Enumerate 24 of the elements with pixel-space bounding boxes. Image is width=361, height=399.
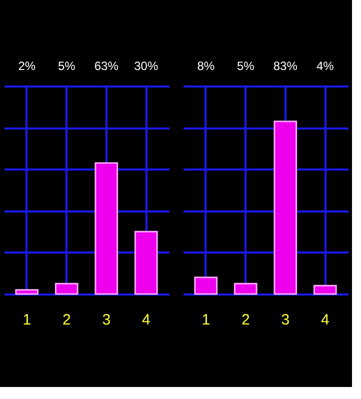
data-label: 5% bbox=[58, 59, 76, 73]
x-tick-label: 2 bbox=[62, 312, 71, 328]
bar bbox=[134, 230, 158, 295]
bar bbox=[234, 282, 258, 295]
data-label: 83% bbox=[273, 59, 298, 73]
bar bbox=[313, 284, 337, 295]
data-label: 30% bbox=[134, 59, 158, 73]
x-tick-label: 4 bbox=[142, 312, 150, 328]
data-label: 4% bbox=[316, 59, 334, 73]
data-label: 2% bbox=[18, 59, 36, 73]
x-tick-label: 2 bbox=[241, 312, 250, 328]
bar bbox=[15, 289, 39, 295]
bar bbox=[94, 162, 118, 295]
x-tick-label: 3 bbox=[102, 312, 111, 328]
x-tick-label: 1 bbox=[22, 312, 32, 328]
bar bbox=[194, 276, 218, 295]
data-label: 63% bbox=[94, 59, 119, 73]
bar bbox=[274, 120, 298, 295]
data-label: 5% bbox=[236, 59, 255, 73]
x-tick-label: 4 bbox=[320, 312, 330, 328]
x-tick-label: 1 bbox=[202, 312, 210, 328]
x-tick-label: 3 bbox=[281, 312, 290, 328]
data-label: 8% bbox=[197, 59, 215, 73]
bar bbox=[54, 282, 78, 295]
